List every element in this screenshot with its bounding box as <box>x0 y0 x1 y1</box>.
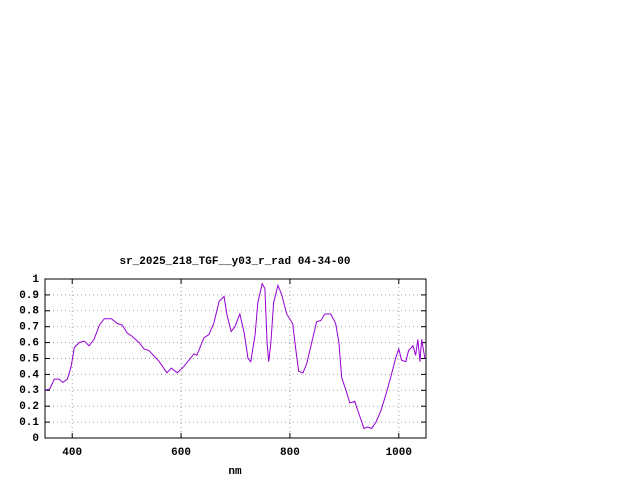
y-tick-label: 0.3 <box>19 385 39 397</box>
x-tick-label: 600 <box>171 447 191 459</box>
x-tick-label: 800 <box>280 447 300 459</box>
x-axis-label: nm <box>228 466 242 478</box>
x-tick-label: 1000 <box>386 447 412 459</box>
y-tick-label: 0.8 <box>19 306 39 318</box>
y-tick-label: 0 <box>32 433 39 445</box>
y-tick-label: 0.1 <box>19 417 39 429</box>
y-tick-label: 0.6 <box>19 338 39 350</box>
y-tick-label: 0.7 <box>19 322 39 334</box>
y-tick-label: 0.2 <box>19 401 39 413</box>
plot-border <box>44 278 427 439</box>
chart-title: sr_2025_218_TGF__y03_r_rad 04-34-00 <box>119 256 350 268</box>
y-tick-label: 1 <box>32 274 39 286</box>
y-tick-label: 0.9 <box>19 290 39 302</box>
x-tick-label: 400 <box>62 447 82 459</box>
data-line <box>44 282 426 430</box>
y-tick-label: 0.4 <box>19 369 39 381</box>
y-tick-label: 0.5 <box>19 353 39 365</box>
